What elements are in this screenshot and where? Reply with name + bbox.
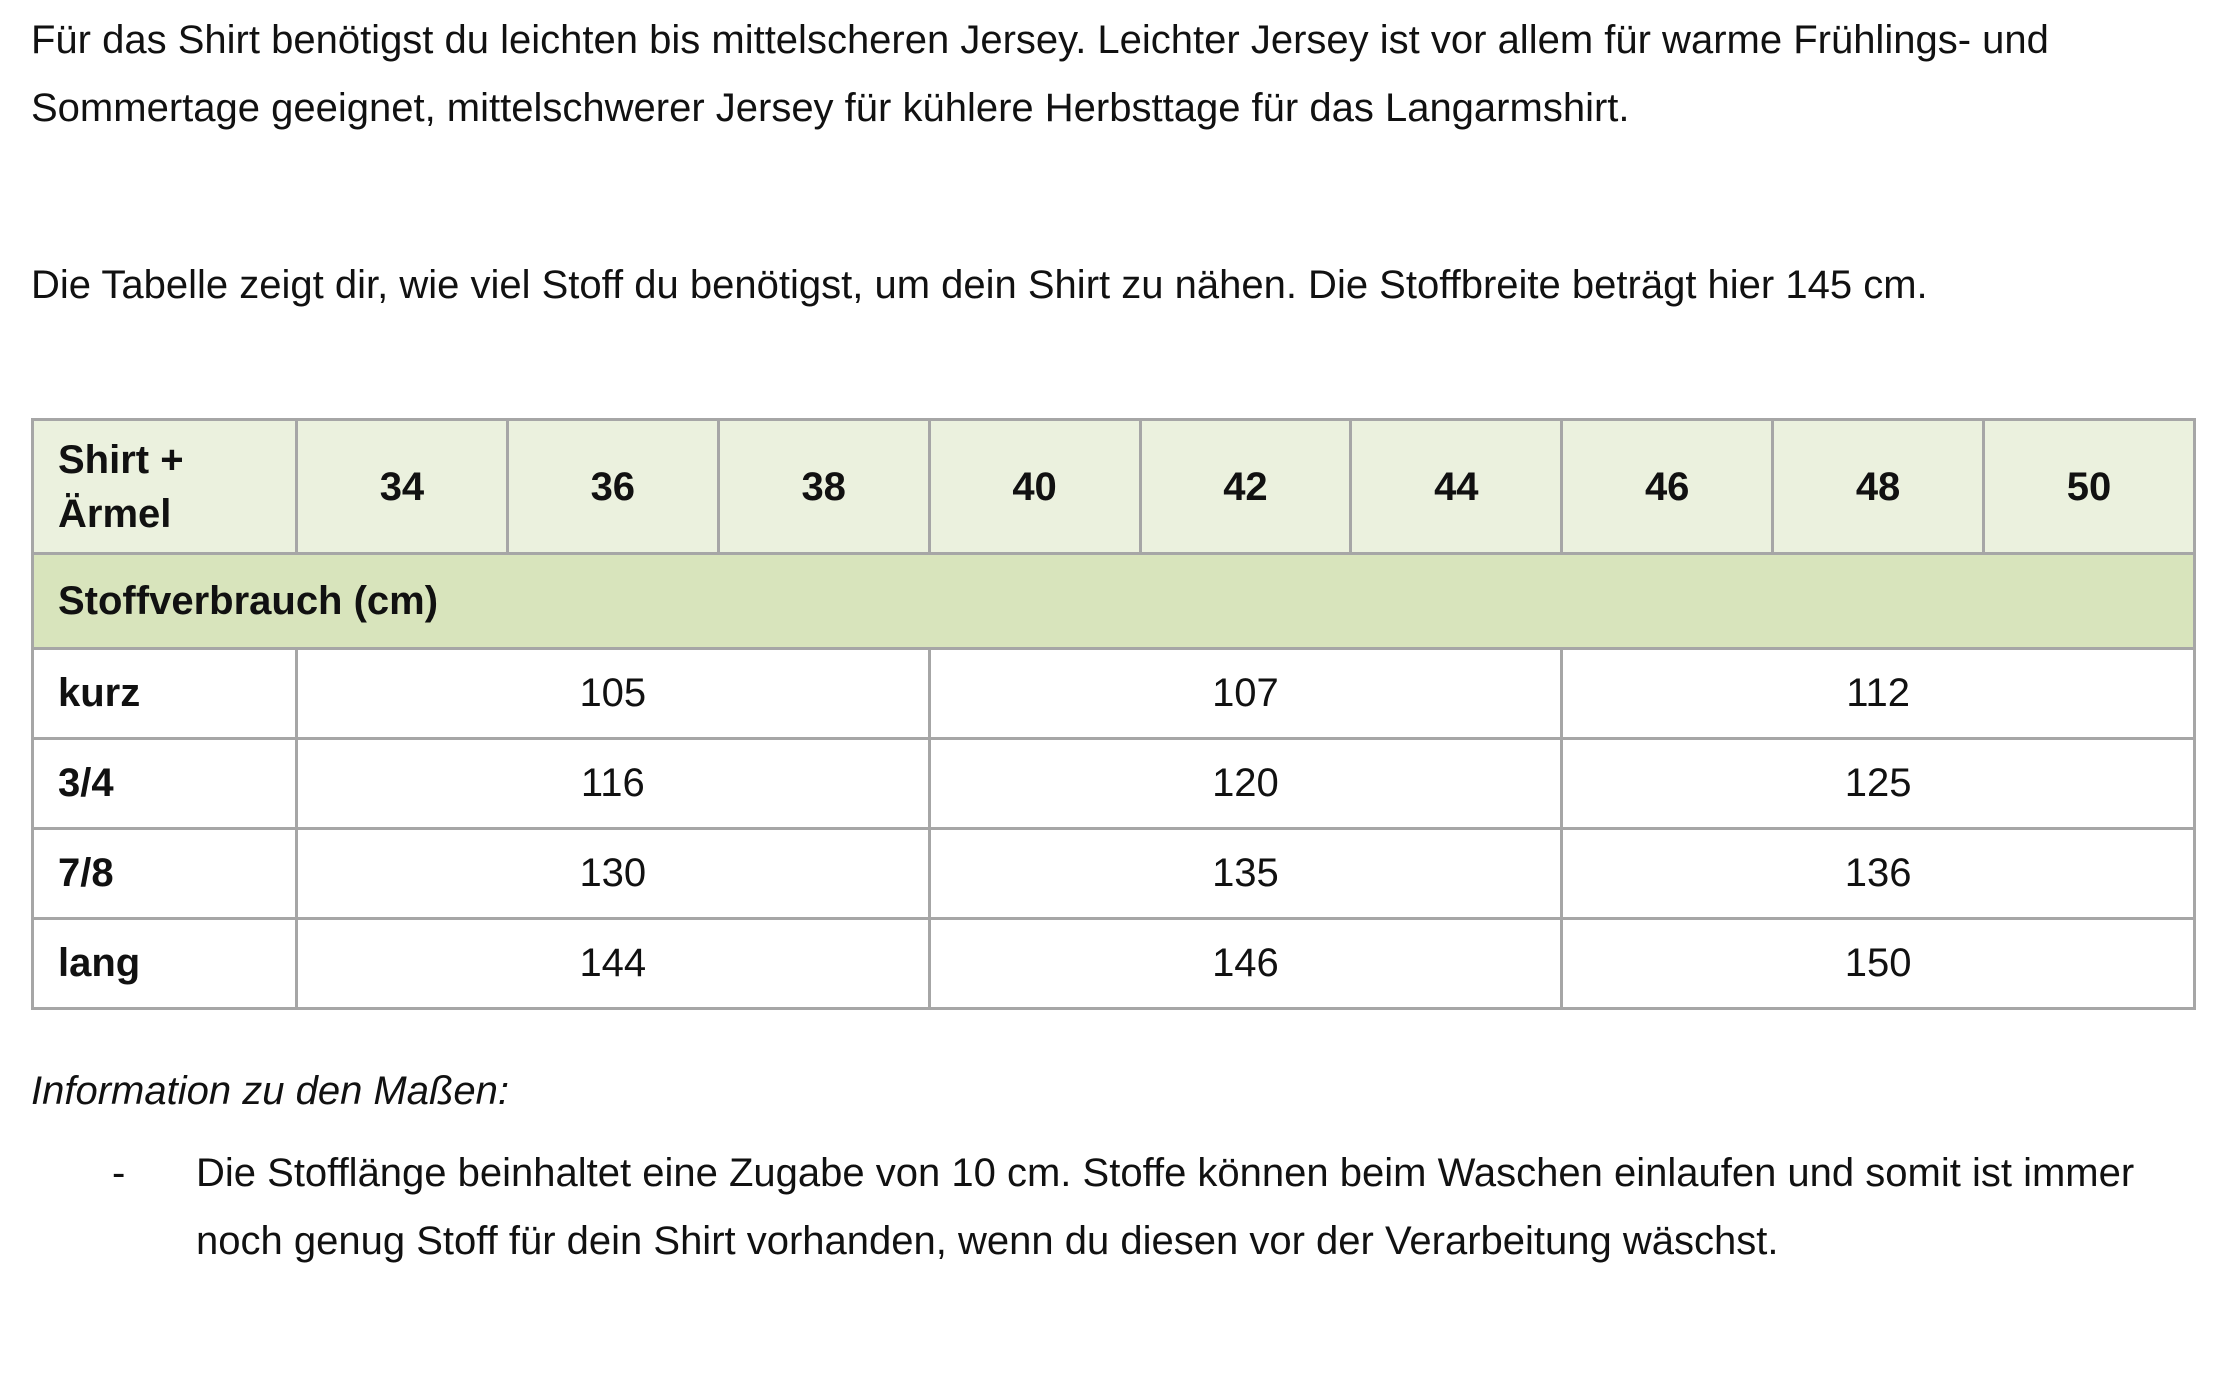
value-cell: 112 <box>1560 647 2196 740</box>
data-row: lang 144 146 150 <box>31 917 2196 1010</box>
section-cell: Stoffverbrauch (cm) <box>31 552 2196 650</box>
row-label: 3/4 <box>31 737 298 830</box>
corner-cell: Shirt + Ärmel <box>31 418 298 555</box>
size-cell: 42 <box>1138 418 1353 555</box>
row-label: 7/8 <box>31 827 298 920</box>
size-cell: 50 <box>1982 418 2196 555</box>
note-title: Information zu den Maßen: <box>31 1069 510 1113</box>
value-cell: 105 <box>295 647 931 740</box>
bullet-marker: - <box>112 1151 126 1195</box>
value-cell: 150 <box>1560 917 2196 1010</box>
row-label: kurz <box>31 647 298 740</box>
size-cell: 44 <box>1349 418 1564 555</box>
value-cell: 107 <box>927 647 1564 740</box>
size-cell: 34 <box>295 418 509 555</box>
data-row: 3/4 116 120 125 <box>31 737 2196 830</box>
value-cell: 135 <box>927 827 1564 920</box>
value-cell: 120 <box>927 737 1564 830</box>
size-cell: 38 <box>716 418 931 555</box>
paragraph: Für das Shirt benötigst du leichten bis … <box>31 18 2049 130</box>
value-cell: 144 <box>295 917 931 1010</box>
fabric-table: Shirt + Ärmel 34 36 38 40 42 44 46 48 50 Stoffverb… <box>31 418 2196 1010</box>
size-cell: 36 <box>505 418 720 555</box>
data-row: 7/8 130 135 136 <box>31 827 2196 920</box>
size-cell: 48 <box>1771 418 1985 555</box>
row-label: lang <box>31 917 298 1010</box>
section-row: Stoffverbrauch (cm) <box>31 552 2196 650</box>
header-row: Shirt + Ärmel 34 36 38 40 42 44 46 48 50 <box>31 418 2196 555</box>
size-cell: 46 <box>1560 418 1775 555</box>
value-cell: 146 <box>927 917 1564 1010</box>
data-row: kurz 105 107 112 <box>31 647 2196 740</box>
value-cell: 130 <box>295 827 931 920</box>
paragraph: Die Tabelle zeigt dir, wie viel Stoff du… <box>31 263 1928 307</box>
bullet-text: Die Stofflänge beinhaltet eine Zugabe vo… <box>196 1151 2135 1263</box>
size-cell: 40 <box>927 418 1142 555</box>
value-cell: 125 <box>1560 737 2196 830</box>
value-cell: 116 <box>295 737 931 830</box>
value-cell: 136 <box>1560 827 2196 920</box>
